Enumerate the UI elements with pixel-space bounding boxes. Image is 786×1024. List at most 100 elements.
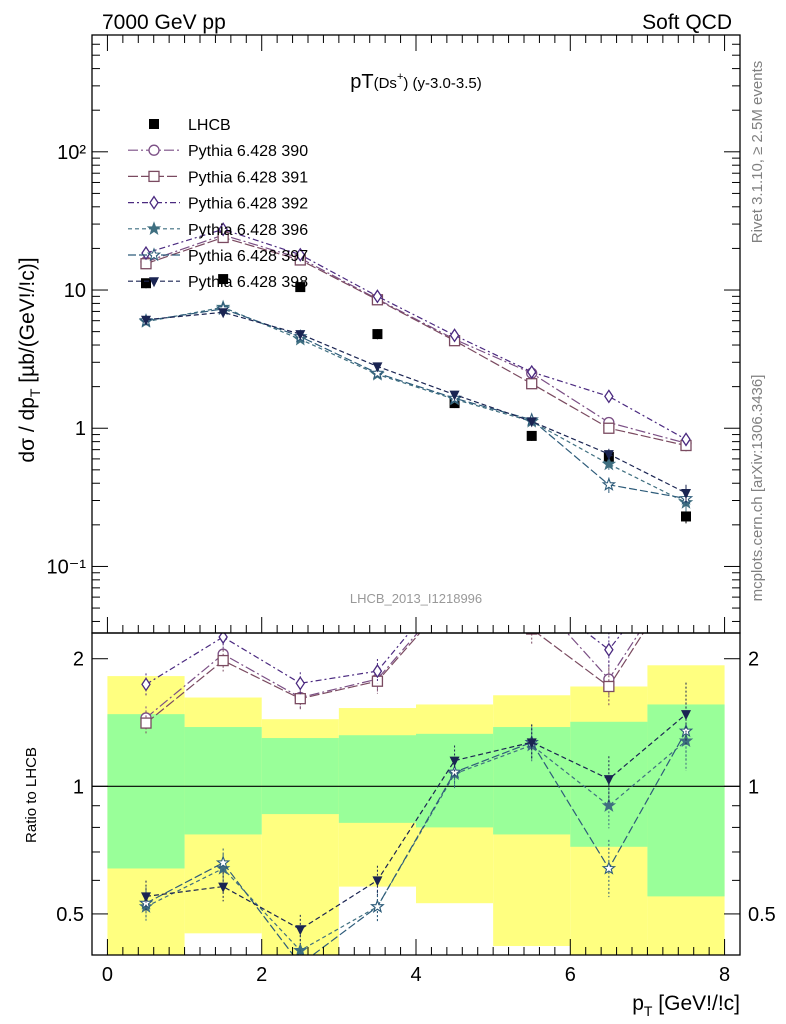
y-tick-label: 10⁻¹	[47, 556, 87, 578]
x-axis-label: pT [GeV!/!c]	[632, 992, 740, 1019]
rivet-label: Rivet 3.1.10, ≥ 2.5M events	[749, 61, 766, 244]
ratio-point	[372, 876, 383, 887]
ratio-point	[601, 860, 617, 875]
ratio-point	[370, 899, 385, 913]
mc-point	[218, 308, 229, 319]
x-tick-label: 0	[102, 964, 113, 986]
legend-item: Pythia 6.428 392	[128, 195, 308, 213]
legend-label: Pythia 6.428 398	[188, 274, 308, 291]
legend-item: Pythia 6.428 397	[128, 247, 308, 265]
data-point	[141, 278, 151, 289]
legend-item: Pythia 6.428 398	[128, 274, 308, 291]
legend-item: Pythia 6.428 391	[128, 169, 308, 186]
ratio-point	[603, 680, 615, 693]
ratio-y-tick-label: 0.5	[56, 904, 84, 926]
uncertainty-band-green	[107, 714, 185, 869]
series-line-1	[145, 234, 687, 444]
main-y-axis-label: dσ / dpT [µb/(GeV!/!c)]	[16, 257, 43, 462]
ratio-point	[294, 693, 306, 705]
main-title: pT(Ds+) (y-3.0-3.5)	[350, 71, 481, 93]
mc-point	[526, 417, 537, 428]
data-point	[372, 329, 383, 340]
legend-marker	[149, 277, 159, 288]
x-tick-label: 4	[410, 964, 421, 986]
mc-point	[526, 378, 538, 390]
mc-point	[370, 365, 385, 380]
legend-label: Pythia 6.428 391	[188, 169, 308, 186]
mc-point	[601, 456, 617, 471]
ratio-point	[217, 654, 229, 667]
ratio-point	[215, 860, 231, 875]
data-point	[681, 511, 691, 522]
legend-marker	[149, 119, 159, 129]
data-point	[218, 274, 229, 285]
ratio-y-tick-label-right: 1	[748, 776, 759, 798]
mc-point	[372, 362, 383, 373]
legend-label: Pythia 6.428 397	[188, 248, 308, 265]
mc-point	[603, 450, 614, 461]
ratio-point	[681, 710, 691, 721]
mc-point	[601, 477, 617, 491]
ratio-point	[678, 723, 694, 738]
mc-point	[295, 330, 306, 341]
series-line-2	[145, 236, 687, 447]
uncertainty-band-green	[184, 727, 262, 835]
ratio-point	[601, 798, 617, 812]
ratio-point	[218, 882, 229, 893]
ratio-point	[215, 855, 231, 870]
ratio-point	[295, 676, 306, 691]
mc-point	[526, 364, 537, 380]
legend-item: Pythia 6.428 390	[128, 143, 308, 160]
mc-point	[372, 289, 383, 304]
legend-marker	[148, 144, 160, 156]
ratio-y-tick-label: 1	[73, 776, 84, 798]
y-tick-label: 1	[75, 418, 86, 440]
uncertainty-band-green	[261, 738, 339, 815]
analysis-watermark: LHCB_2013_I1218996	[350, 591, 482, 606]
legend-item: Pythia 6.428 396	[128, 221, 308, 239]
series-line-4	[145, 306, 687, 504]
ratio-point	[295, 958, 306, 969]
series-line-6	[145, 311, 687, 494]
ratio-line-5	[145, 730, 687, 955]
ratio-point	[372, 663, 383, 679]
legend-marker	[149, 195, 159, 210]
mc-point	[603, 422, 615, 434]
legend: LHCB Pythia 6.428 390 Pythia 6.428 391 Pyth…	[128, 117, 308, 291]
ratio-point	[603, 775, 614, 786]
x-tick-label: 2	[256, 964, 267, 986]
series-line-5	[145, 308, 687, 500]
mc-point	[218, 222, 228, 237]
legend-marker	[148, 170, 160, 183]
mc-point	[141, 245, 151, 261]
data-point	[295, 282, 306, 293]
legend-label: LHCB	[188, 117, 231, 134]
uncertainty-band-green	[338, 735, 416, 823]
ratio-y-tick-label: 2	[73, 649, 84, 671]
ratio-point	[295, 925, 306, 936]
ratio-panel	[92, 633, 740, 969]
x-tick-label: 8	[719, 964, 730, 986]
series-line-3	[145, 228, 687, 440]
legend-label: Pythia 6.428 390	[188, 143, 308, 160]
legend-label: Pythia 6.428 392	[188, 196, 308, 213]
header-right: Soft QCD	[642, 11, 732, 34]
ratio-y-tick-label-right: 0.5	[748, 904, 776, 926]
mc-point	[681, 432, 691, 447]
ratio-line-2	[145, 633, 644, 724]
ratio-line-6	[145, 713, 687, 930]
mc-point	[295, 247, 306, 262]
ratio-point	[140, 717, 152, 729]
ratio-point	[526, 738, 537, 749]
legend-item: LHCB	[149, 117, 231, 134]
mc-point	[449, 390, 460, 401]
x-tick-label: 6	[565, 964, 576, 986]
ratio-y-tick-label-right: 2	[748, 649, 759, 671]
mc-point	[449, 328, 460, 343]
main-plot-area	[138, 222, 694, 524]
y-tick-label: 10	[64, 280, 86, 302]
legend-marker	[146, 221, 162, 235]
mc-point	[681, 488, 691, 499]
ratio-y-axis-label: Ratio to LHCB	[23, 747, 40, 843]
ratio-point	[141, 677, 151, 692]
